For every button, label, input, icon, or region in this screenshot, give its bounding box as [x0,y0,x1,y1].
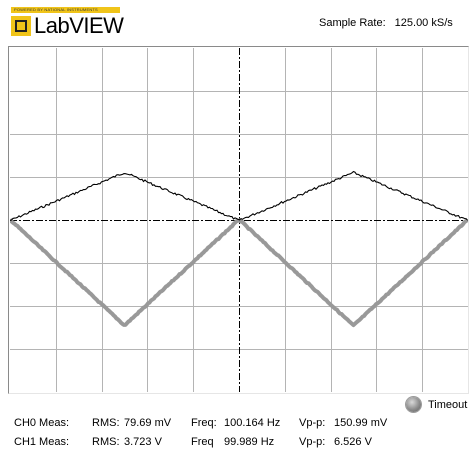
meas-vpp-value: 150.99 mV [334,417,388,429]
meas-vpp-label: Vp-p: [299,417,326,429]
meas-freq-label: Freq [191,436,214,448]
meas-rms-label: RMS: [92,436,120,448]
timeout-label: Timeout [428,399,468,411]
logo-wordmark: LabVIEW [34,13,124,38]
meas-vpp-label: Vp-p: [299,436,326,448]
meas-channel-label: CH0 Meas: [14,417,70,429]
logo-powered-by-bar: POWERED BY NATIONAL INSTRUMENTS [11,7,120,13]
ch1-waveform-trace [10,218,468,328]
sample-rate-indicator: Sample Rate: 125.00 kS/s [319,16,453,30]
logo-powered-by-text: POWERED BY NATIONAL INSTRUMENTS [14,7,98,12]
meas-freq-value: 99.989 Hz [224,436,275,448]
meas-freq-value: 100.164 Hz [224,417,281,429]
ch1-measurements: CH1 Meas: RMS: 3.723 V Freq 99.989 Hz Vp… [0,435,476,449]
meas-rms-label: RMS: [92,417,120,429]
meas-rms-value: 3.723 V [124,436,162,448]
meas-vpp-value: 6.526 V [334,436,372,448]
meas-channel-label: CH1 Meas: [14,436,70,448]
sample-rate-value: 125.00 kS/s [394,17,453,29]
sample-rate-label: Sample Rate: [319,17,386,29]
meas-rms-value: 79.69 mV [124,417,172,429]
timeout-led-icon [406,397,421,412]
labview-logo: POWERED BY NATIONAL INSTRUMENTS LabVIEW [11,7,124,39]
ch0-waveform-trace [10,170,468,222]
meas-freq-label: Freq: [191,417,217,429]
waveform-graph [10,48,468,392]
ch0-measurements: CH0 Meas: RMS: 79.69 mV Freq: 100.164 Hz… [0,416,476,430]
ni-eagle-icon [11,16,31,36]
